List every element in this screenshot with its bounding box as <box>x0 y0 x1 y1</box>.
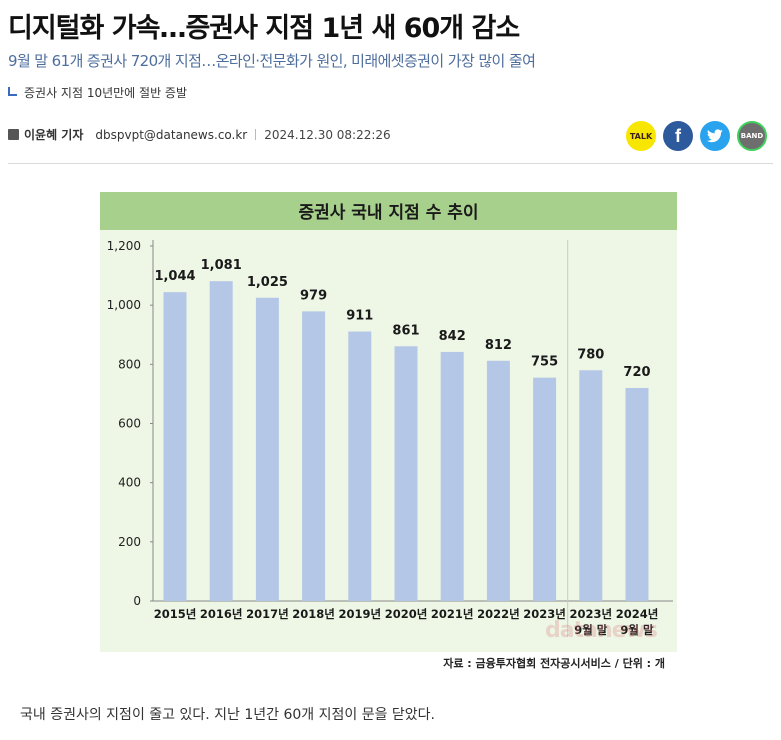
x-tick-label: 2024년 <box>616 607 659 621</box>
data-label: 812 <box>485 338 512 353</box>
data-label: 911 <box>346 308 373 323</box>
x-tick-label: 2023년 <box>570 607 613 621</box>
author-name[interactable]: 이윤혜 기자 <box>24 128 84 142</box>
reporter-icon <box>8 129 19 140</box>
bar <box>163 292 187 601</box>
bar-chart: 증권사 국내 지점 수 추이 0 200 400 600 800 1,000 1,200 1,0… <box>100 192 677 637</box>
x-tick-label: 2018년 <box>292 607 335 621</box>
share-bar: TALK f BAND <box>619 121 767 151</box>
data-label: 979 <box>300 288 327 303</box>
y-tick-label: 800 <box>118 357 141 371</box>
data-label: 861 <box>392 323 419 338</box>
y-tick-label: 200 <box>118 535 141 549</box>
x-tick-label: 2015년 <box>154 607 197 621</box>
x-tick-label: 2017년 <box>246 607 289 621</box>
facebook-share-icon[interactable]: f <box>663 121 693 151</box>
corner-bullet-icon <box>8 86 17 96</box>
bar <box>209 281 233 601</box>
lead-paragraph: 국내 증권사의 지점이 줄고 있다. 지난 1년간 60개 지점이 문을 닫았다… <box>20 707 436 723</box>
data-label: 720 <box>623 365 650 380</box>
chart-figure: 증권사 국내 지점 수 추이 0 200 400 600 800 1,000 1,200 1,0… <box>100 192 677 652</box>
bar <box>348 331 372 601</box>
author-email[interactable]: dbspvpt@datanews.co.kr <box>95 127 248 142</box>
kakaotalk-share-icon[interactable]: TALK <box>626 121 656 151</box>
summary-text: 증권사 지점 10년만에 절반 증발 <box>24 86 188 100</box>
watermark: datanews <box>545 618 658 643</box>
y-tick-label: 1,000 <box>107 298 141 312</box>
data-label: 1,081 <box>201 258 242 273</box>
y-tick-label: 1,200 <box>107 239 141 253</box>
x-tick-label: 2019년 <box>339 607 382 621</box>
publish-date: 2024.12.30 08:22:26 <box>264 127 391 142</box>
data-label: 842 <box>439 329 466 344</box>
chart-title-band <box>100 192 677 230</box>
y-tick-label: 400 <box>118 476 141 490</box>
y-tick-label: 600 <box>118 417 141 431</box>
bar <box>440 351 464 601</box>
bar <box>533 377 557 601</box>
bar <box>394 346 418 601</box>
summary-line: 증권사 지점 10년만에 절반 증발 <box>8 84 187 101</box>
x-tick-label: 9월 말 <box>620 623 654 637</box>
twitter-bird-glyph <box>707 129 723 143</box>
bar <box>486 360 510 601</box>
x-tick-label: 9월 말 <box>574 623 608 637</box>
byline-separator <box>255 129 257 140</box>
chart-source: 자료 : 금융투자협회 전자공시서비스 / 단위 : 개 <box>443 657 665 670</box>
x-tick-label: 2021년 <box>431 607 474 621</box>
twitter-share-icon[interactable] <box>700 121 730 151</box>
x-tick-label: 2020년 <box>385 607 428 621</box>
subheadline: 9월 말 61개 증권사 720개 지점…온라인·전문화가 원인, 미래에셋증권… <box>8 52 536 70</box>
data-label: 1,044 <box>154 269 195 284</box>
chart-title: 증권사 국내 지점 수 추이 <box>298 203 478 223</box>
x-tick-label: 2022년 <box>477 607 520 621</box>
x-tick-label: 2016년 <box>200 607 243 621</box>
data-label: 1,025 <box>247 275 288 290</box>
data-label: 755 <box>531 355 558 370</box>
bar <box>625 388 649 601</box>
x-tick-label: 2023년 <box>523 607 566 621</box>
headline: 디지털화 가속…증권사 지점 1년 새 60개 감소 <box>8 13 520 44</box>
data-label: 780 <box>577 347 604 362</box>
bar <box>255 297 279 601</box>
bar <box>579 370 603 601</box>
band-share-icon[interactable]: BAND <box>737 121 767 151</box>
header-divider <box>8 163 773 164</box>
y-tick-label: 0 <box>133 594 141 608</box>
bar <box>302 311 326 601</box>
byline: 이윤혜 기자 dbspvpt@datanews.co.kr 2024.12.30… <box>8 126 391 143</box>
